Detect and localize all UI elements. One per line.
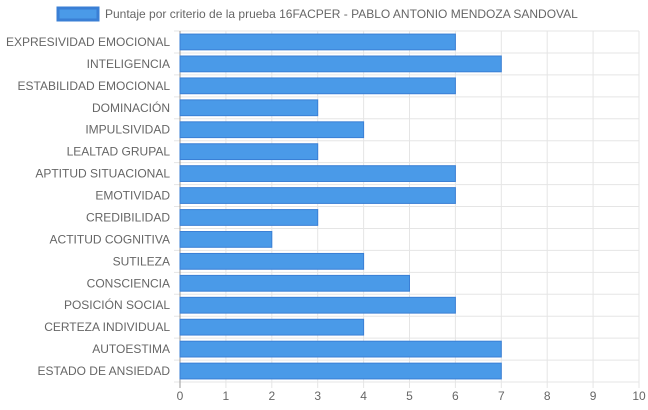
category-label: IMPULSIVIDAD (85, 123, 170, 137)
x-tick-label: 7 (498, 389, 505, 403)
bar[interactable] (179, 231, 273, 248)
category-label: ESTADO DE ANSIEDAD (38, 364, 171, 378)
bar[interactable] (179, 362, 502, 380)
category-label: CONSCIENCIA (87, 276, 170, 290)
x-tick-label: 3 (314, 389, 321, 403)
bar[interactable] (179, 33, 456, 51)
x-tick-label: 8 (544, 389, 551, 403)
x-tick-label: 6 (452, 389, 459, 403)
bar[interactable] (179, 274, 410, 292)
x-tick-label: 1 (223, 389, 230, 403)
bar[interactable] (179, 252, 365, 270)
category-label: INTELIGENCIA (87, 57, 170, 71)
x-tick-label: 0 (177, 389, 184, 403)
bar[interactable] (179, 143, 319, 161)
category-label: ESTABILIDAD EMOCIONAL (18, 79, 171, 93)
category-label: EMOTIVIDAD (95, 189, 170, 203)
category-label: CREDIBILIDAD (86, 210, 170, 224)
x-tick-label: 4 (360, 389, 367, 403)
bar[interactable] (179, 121, 365, 139)
category-labels: EXPRESIVIDAD EMOCIONAL INTELIGENCIA ESTABI… (6, 35, 170, 378)
legend-label: Puntaje por criterio de la prueba 16FACP… (105, 7, 578, 21)
category-label: AUTOESTIMA (92, 342, 170, 356)
bar[interactable] (179, 296, 456, 314)
bar[interactable] (179, 340, 502, 358)
category-label: EXPRESIVIDAD EMOCIONAL (6, 35, 170, 49)
bar[interactable] (179, 99, 319, 117)
category-label: ACTITUD COGNITIVA (50, 232, 170, 246)
legend-swatch (56, 6, 100, 22)
x-tick-label: 5 (406, 389, 413, 403)
bars (179, 33, 502, 380)
bar[interactable] (179, 318, 365, 336)
bar[interactable] (179, 209, 319, 226)
bar[interactable] (179, 77, 456, 95)
bar[interactable] (179, 165, 456, 182)
category-label: APTITUD SITUACIONAL (35, 167, 170, 181)
legend[interactable]: Puntaje por criterio de la prueba 16FACP… (56, 6, 578, 22)
category-label: DOMINACIÓN (92, 100, 170, 115)
category-label: POSICIÓN SOCIAL (64, 297, 170, 312)
category-label: LEALTAD GRUPAL (67, 145, 171, 159)
x-tick-label: 10 (632, 389, 646, 403)
category-label: CERTEZA INDIVIDUAL (44, 320, 170, 334)
category-label: SUTILEZA (113, 254, 170, 268)
x-tick-label: 2 (268, 389, 275, 403)
x-axis-ticks: 0 1 2 3 4 5 6 7 8 9 10 (177, 389, 646, 403)
x-tick-label: 9 (590, 389, 597, 403)
bar[interactable] (179, 187, 456, 204)
bar[interactable] (179, 55, 502, 73)
